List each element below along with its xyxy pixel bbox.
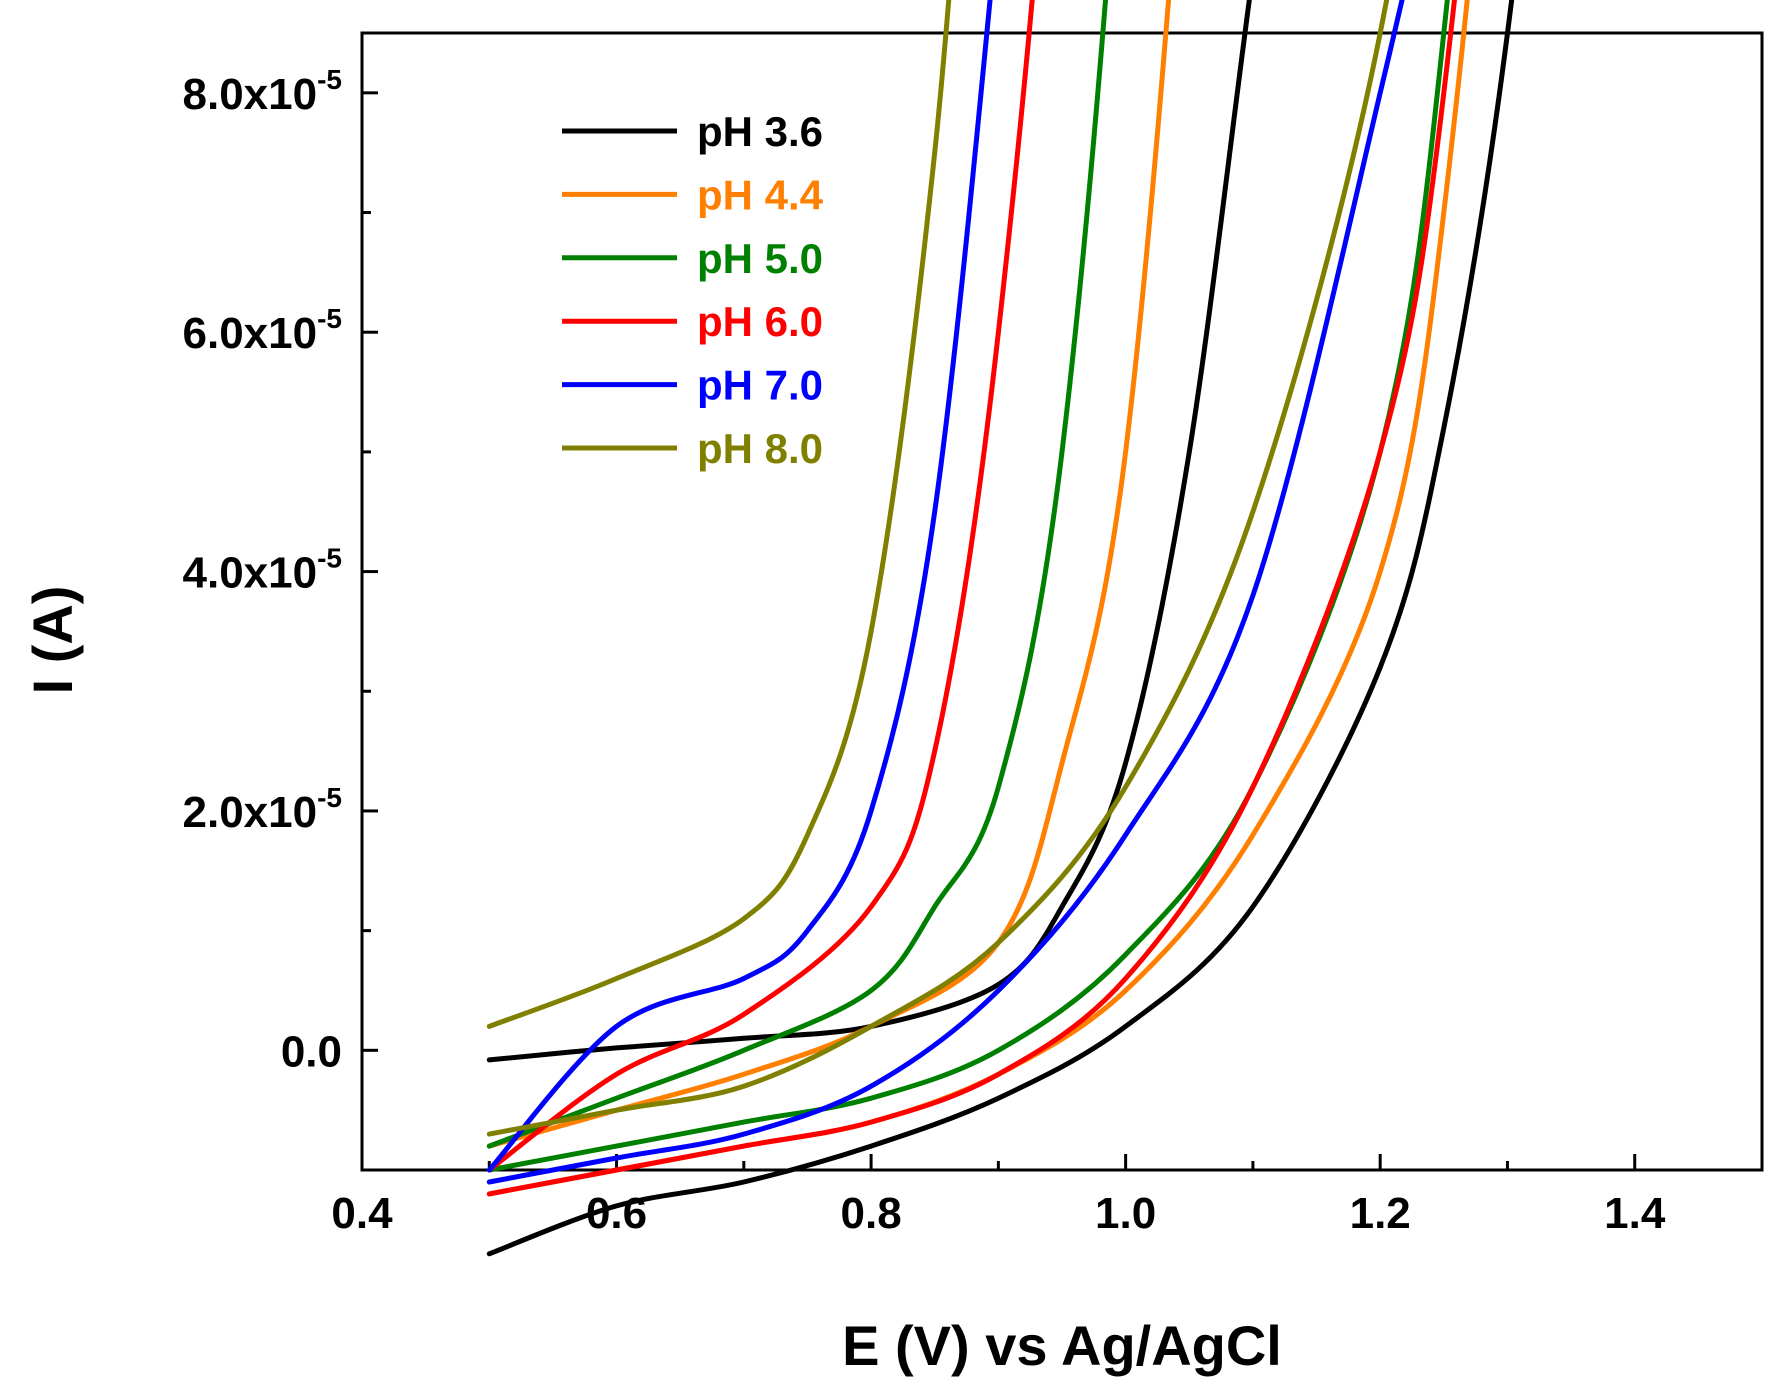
series-ph-7-0-forward-scan [486, 0, 993, 1173]
x-tick-label: 0.8 [841, 1189, 902, 1238]
x-axis-ticks: 0.4 0.6 0.8 1.0 1.2 1.4 [331, 1154, 1764, 1238]
series-ph-8-0-forward-scan [486, 0, 952, 1029]
y-axis-title: I (A) [21, 586, 84, 695]
y-axis-ticks: 0.0 2.0x10-5 4.0x10-5 6.0x10-5 8.0x10-5 [183, 64, 378, 1076]
series-ph-8-0-reverse-scan [486, 0, 1390, 1137]
series-ph-5-0-reverse-scan [486, 0, 1450, 1173]
y-tick-label: 4.0x10-5 [183, 543, 342, 598]
y-tick-label: 0.0 [281, 1027, 342, 1076]
x-tick-label: 0.4 [331, 1189, 393, 1238]
x-axis-title: E (V) vs Ag/AgCl [842, 1314, 1282, 1377]
y-tick-label: 6.0x10-5 [183, 303, 342, 358]
plot-frame [360, 31, 1764, 1172]
x-tick-label: 1.2 [1350, 1189, 1411, 1238]
y-tick-label: 8.0x10-5 [183, 64, 342, 119]
legend-label-ph-6-0: pH 6.0 [697, 298, 823, 345]
series-layer [486, 0, 1515, 1257]
x-tick-label: 1.0 [1095, 1189, 1156, 1238]
series-ph-4-4-reverse-scan [486, 0, 1470, 1197]
series-ph-7-0-reverse-scan [486, 0, 1405, 1185]
series-ph-6-0-reverse-scan [486, 0, 1458, 1197]
series-ph-3-6-forward-scan [486, 0, 1252, 1063]
legend-label-ph-8-0: pH 8.0 [697, 425, 823, 472]
x-tick-label: 1.4 [1604, 1189, 1666, 1238]
y-tick-label: 2.0x10-5 [183, 782, 342, 837]
series-ph-6-0-forward-scan [486, 0, 1035, 1173]
legend-label-ph-7-0: pH 7.0 [697, 362, 823, 409]
series-ph-5-0-forward-scan [486, 0, 1109, 1149]
series-ph-4-4-forward-scan [486, 0, 1172, 1149]
legend: pH 3.6 pH 4.4 pH 5.0 pH 6.0 pH 7.0 pH 8.0 [562, 108, 824, 472]
series-ph-3-6-reverse-scan [486, 0, 1515, 1257]
legend-label-ph-4-4: pH 4.4 [697, 171, 824, 218]
legend-label-ph-5-0: pH 5.0 [697, 235, 823, 282]
legend-label-ph-3-6: pH 3.6 [697, 108, 823, 155]
